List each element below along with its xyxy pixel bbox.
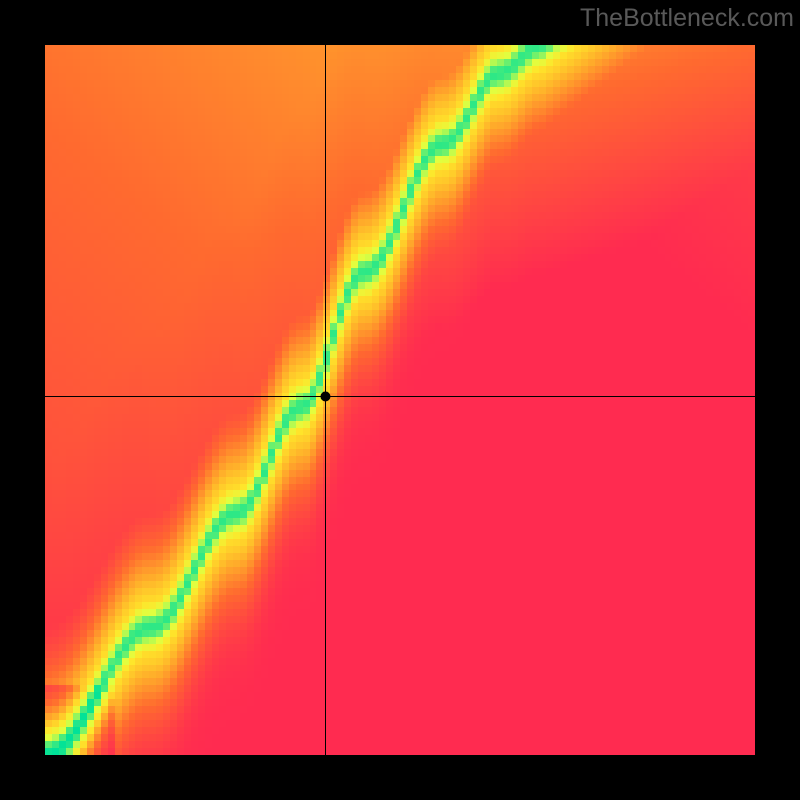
heatmap-chart: TheBottleneck.com bbox=[0, 0, 800, 800]
watermark-label: TheBottleneck.com bbox=[580, 4, 794, 33]
heatmap-canvas bbox=[0, 0, 800, 800]
